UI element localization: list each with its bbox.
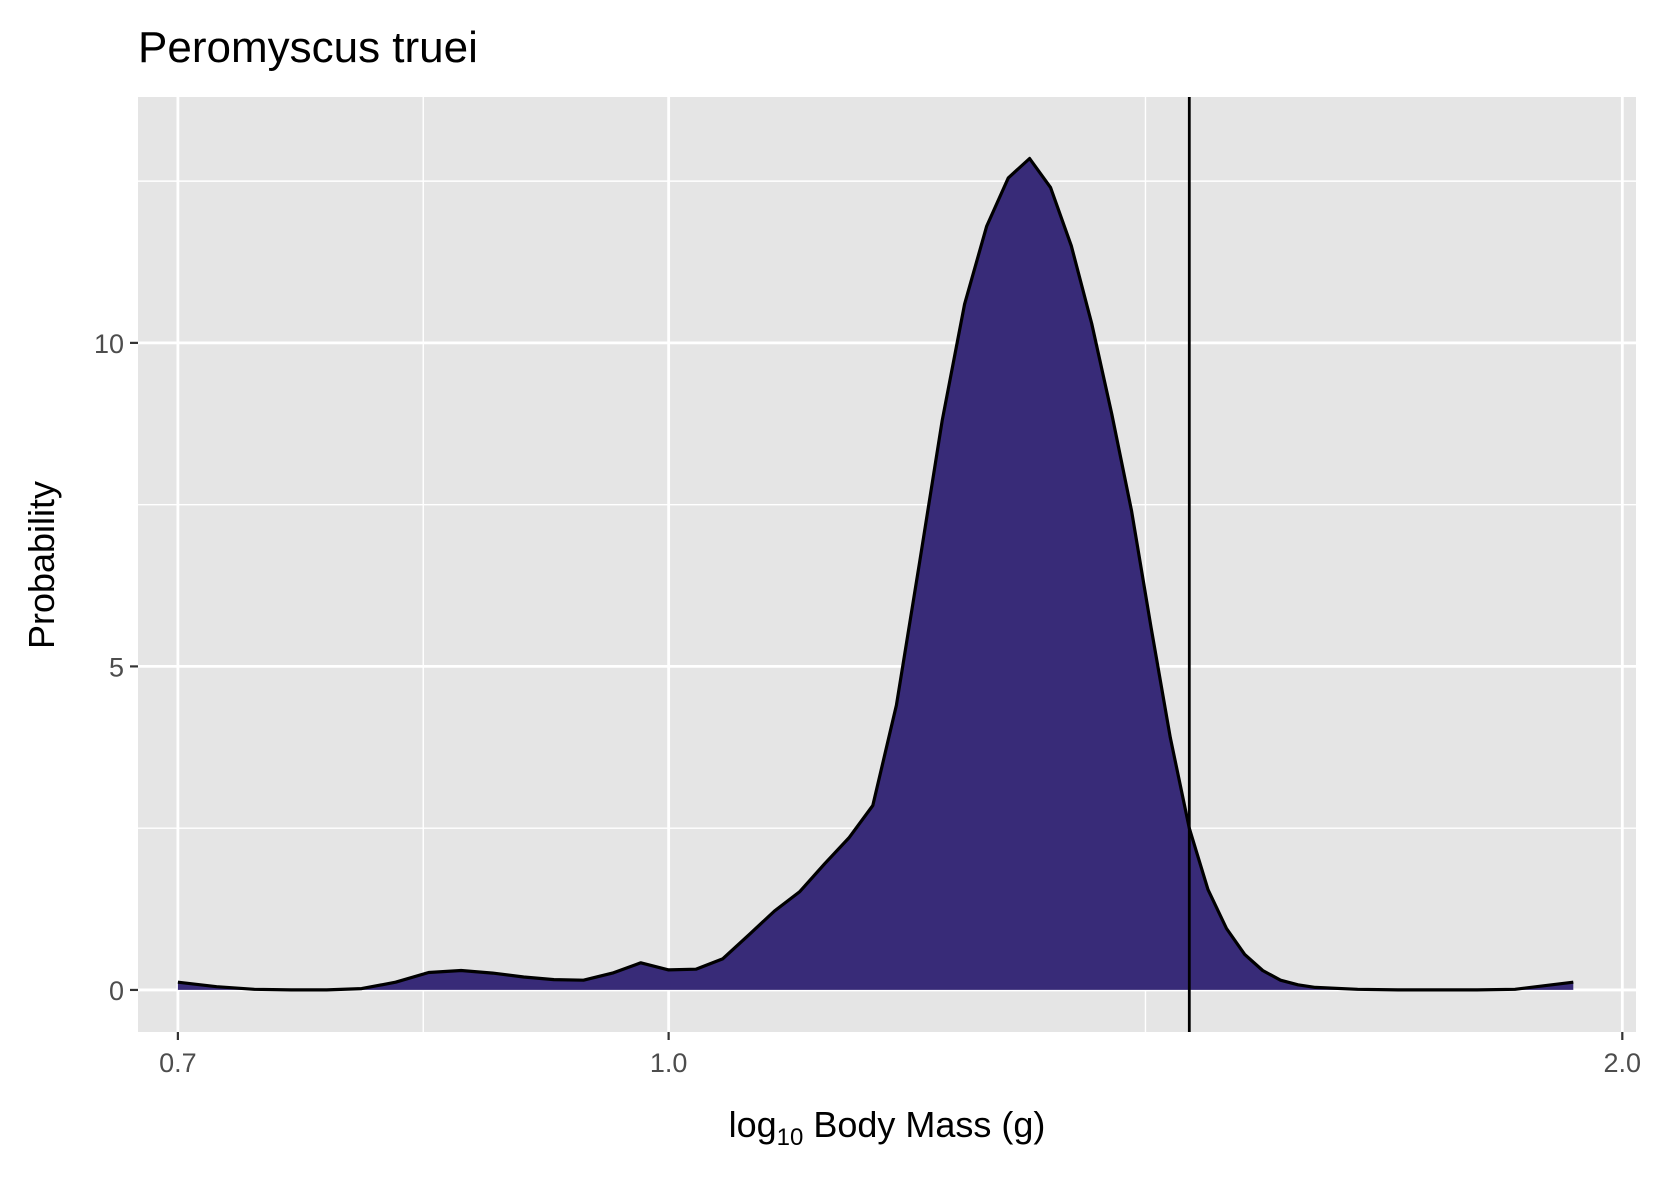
density-area xyxy=(177,158,1574,990)
x-tick-label: 1.0 xyxy=(650,1048,688,1078)
y-tick-label: 0 xyxy=(109,976,124,1006)
y-tick-label: 5 xyxy=(109,652,124,682)
x-axis-title-subscript: 10 xyxy=(777,1124,804,1151)
density-layer xyxy=(177,97,1574,1032)
density-curve xyxy=(177,156,1574,992)
axes: 0.7 1.0 2.0 0 5 10 xyxy=(94,329,1641,1078)
chart-title: Peromyscus truei xyxy=(138,23,478,72)
y-axis-title: Probability xyxy=(21,481,62,649)
x-tick-label: 2.0 xyxy=(1604,1048,1642,1078)
svg-text:log10 Body Mass (g): log10 Body Mass (g) xyxy=(729,1104,1046,1151)
x-axis-title-suffix: Body Mass (g) xyxy=(803,1104,1045,1145)
y-tick-label: 10 xyxy=(94,329,124,359)
x-tick-label: 0.7 xyxy=(159,1048,197,1078)
x-axis-title: log10 Body Mass (g) xyxy=(729,1104,1046,1151)
x-axis-title-prefix: log xyxy=(729,1104,777,1145)
